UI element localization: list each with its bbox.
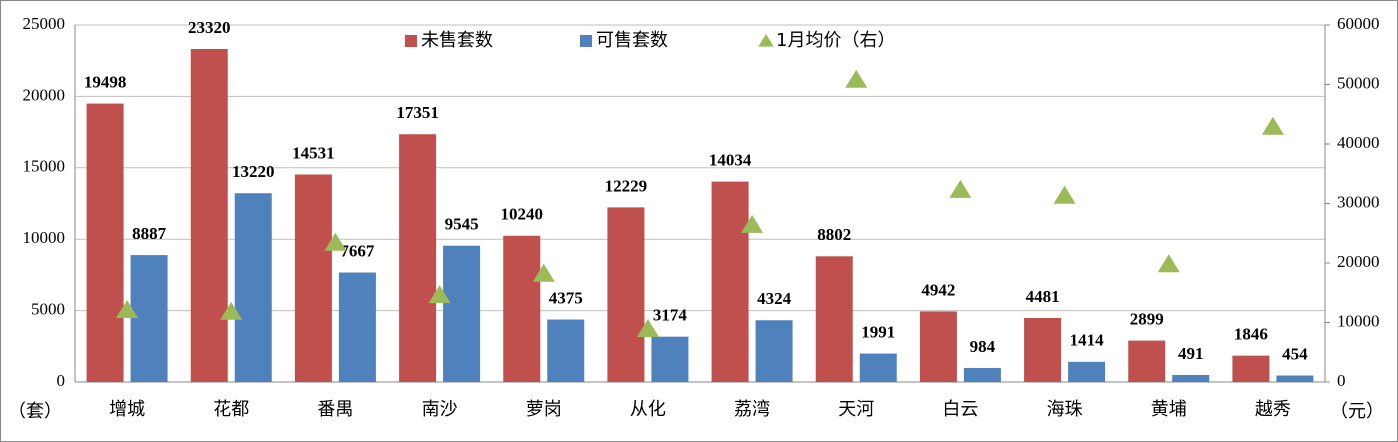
bar xyxy=(815,256,853,382)
y2-tick-label: 50000 xyxy=(1337,73,1380,92)
y-unit: （套） xyxy=(8,401,62,422)
value-label: 13220 xyxy=(232,162,275,181)
bar xyxy=(1024,318,1062,382)
marker xyxy=(741,214,764,233)
value-label: 1991 xyxy=(861,322,895,341)
marker xyxy=(428,285,451,304)
x-tick-label: 萝岗 xyxy=(526,399,562,420)
y-tick-label: 10000 xyxy=(23,228,66,247)
y2-unit: （元） xyxy=(1330,401,1384,422)
y2-tick-label: 20000 xyxy=(1337,252,1380,271)
value-label: 17351 xyxy=(396,103,439,122)
value-label: 8802 xyxy=(817,225,851,244)
x-tick-label: 番禺 xyxy=(317,399,353,420)
bar xyxy=(607,207,645,382)
y-tick-label: 20000 xyxy=(23,85,66,104)
bar xyxy=(86,103,124,383)
x-tick-label: 荔湾 xyxy=(734,399,770,420)
value-label: 2899 xyxy=(1130,310,1164,329)
y2-tick-label: 60000 xyxy=(1337,14,1380,33)
marker xyxy=(1157,254,1180,273)
marker xyxy=(324,232,347,251)
bar xyxy=(919,311,957,382)
bar xyxy=(1232,355,1270,382)
value-label: 19498 xyxy=(84,72,127,91)
value-label: 4375 xyxy=(549,288,583,307)
bar xyxy=(1068,361,1106,382)
bar xyxy=(1172,374,1210,382)
value-label: 14034 xyxy=(709,151,752,170)
marker xyxy=(1261,116,1284,135)
x-tick-label: 天河 xyxy=(838,399,874,420)
bar xyxy=(294,174,332,382)
y2-tick-label: 10000 xyxy=(1337,311,1380,330)
y2-tick-label: 30000 xyxy=(1337,192,1380,211)
value-label: 1846 xyxy=(1234,325,1268,344)
bar xyxy=(963,367,1001,382)
bar xyxy=(234,193,272,382)
x-tick-label: 从化 xyxy=(630,399,666,420)
legend-marker xyxy=(580,35,592,47)
marker xyxy=(116,300,139,319)
bar xyxy=(651,336,689,382)
x-tick-label: 花都 xyxy=(213,399,249,420)
bar xyxy=(755,320,793,382)
value-label: 4324 xyxy=(757,289,792,308)
value-label: 4942 xyxy=(921,280,955,299)
legend-label: 未售套数 xyxy=(421,30,493,51)
marker xyxy=(1053,185,1076,204)
value-label: 14531 xyxy=(292,143,335,162)
x-tick-label: 海珠 xyxy=(1047,399,1083,420)
bar xyxy=(711,181,749,382)
legend-label: 1月均价（右） xyxy=(776,30,895,51)
bar xyxy=(190,48,228,383)
y2-tick-label: 0 xyxy=(1337,371,1346,390)
marker xyxy=(220,301,243,320)
marker xyxy=(636,319,659,338)
bar xyxy=(130,255,168,382)
y2-tick-label: 40000 xyxy=(1337,133,1380,152)
value-label: 10240 xyxy=(501,205,544,224)
marker xyxy=(845,69,868,88)
y-tick-label: 25000 xyxy=(23,14,66,33)
value-label: 9545 xyxy=(445,215,479,234)
value-label: 7667 xyxy=(340,241,375,260)
value-label: 4481 xyxy=(1026,287,1060,306)
value-label: 8887 xyxy=(132,224,167,243)
x-tick-label: 增城 xyxy=(109,399,145,420)
legend-label: 可售套数 xyxy=(596,30,668,51)
value-label: 23320 xyxy=(188,18,231,37)
bar xyxy=(547,319,585,382)
x-tick-label: 白云 xyxy=(942,399,978,420)
y-tick-label: 0 xyxy=(57,371,66,390)
x-tick-label: 南沙 xyxy=(422,399,458,420)
marker xyxy=(949,179,972,198)
y-tick-label: 15000 xyxy=(23,157,66,176)
value-label: 984 xyxy=(970,337,996,356)
bar xyxy=(443,245,481,382)
bar xyxy=(399,134,437,382)
x-tick-label: 越秀 xyxy=(1255,399,1291,420)
bar xyxy=(503,235,541,382)
bar xyxy=(1128,340,1166,382)
legend-marker xyxy=(405,35,417,47)
value-label: 1414 xyxy=(1070,331,1105,350)
value-label: 491 xyxy=(1178,344,1204,363)
legend-marker xyxy=(758,34,774,47)
y-tick-label: 5000 xyxy=(31,300,65,319)
value-label: 454 xyxy=(1282,344,1308,363)
value-label: 12229 xyxy=(605,176,648,195)
value-label: 3174 xyxy=(653,306,688,325)
bar xyxy=(1276,375,1314,382)
x-tick-label: 黄埔 xyxy=(1151,399,1187,420)
marker xyxy=(532,263,555,282)
bar xyxy=(338,272,376,382)
bar xyxy=(859,353,897,382)
